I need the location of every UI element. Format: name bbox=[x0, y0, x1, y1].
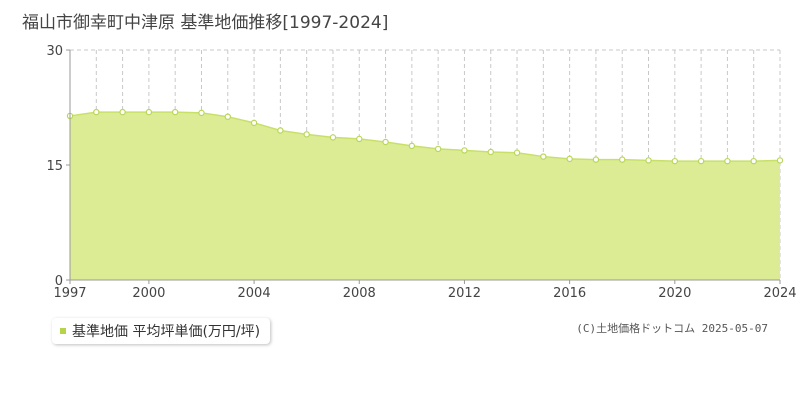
data-point bbox=[776, 157, 784, 164]
data-point bbox=[382, 138, 389, 146]
x-tick-label: 2020 bbox=[658, 286, 691, 301]
data-point bbox=[93, 108, 100, 116]
x-tick-label: 2004 bbox=[238, 286, 271, 301]
data-point bbox=[408, 142, 416, 150]
data-point bbox=[145, 108, 153, 116]
x-tick-label: 2012 bbox=[448, 286, 481, 301]
data-point bbox=[224, 113, 231, 120]
data-point bbox=[277, 127, 284, 134]
x-tick-label: 1997 bbox=[53, 286, 86, 301]
data-point bbox=[250, 119, 258, 127]
data-point bbox=[461, 147, 468, 154]
y-tick-label: 30 bbox=[46, 44, 63, 59]
data-point bbox=[329, 134, 337, 141]
data-point bbox=[619, 156, 626, 163]
data-point bbox=[303, 131, 310, 138]
data-point bbox=[697, 157, 705, 165]
data-point bbox=[513, 149, 521, 156]
copyright-text: (C)土地価格ドットコム 2025-05-07 bbox=[576, 322, 768, 335]
data-point bbox=[171, 108, 179, 116]
data-point bbox=[119, 108, 126, 116]
data-point bbox=[645, 157, 652, 164]
data-point bbox=[566, 155, 573, 163]
data-point bbox=[540, 153, 547, 160]
data-point bbox=[356, 135, 363, 143]
data-point bbox=[724, 157, 731, 165]
chart-title: 福山市御幸町中津原 基準地価推移[1997-2024] bbox=[22, 13, 389, 33]
x-tick-label: 2024 bbox=[763, 286, 796, 301]
x-tick-label: 2008 bbox=[343, 286, 376, 301]
y-tick-label: 15 bbox=[46, 159, 63, 174]
data-point bbox=[592, 156, 600, 163]
legend-swatch bbox=[60, 328, 66, 334]
x-tick-label: 2016 bbox=[553, 286, 586, 301]
legend-label: 基準地価 平均坪単価(万円/坪) bbox=[72, 324, 261, 340]
data-point bbox=[434, 145, 442, 153]
x-tick-label: 2000 bbox=[132, 286, 165, 301]
data-point bbox=[198, 109, 205, 117]
data-point bbox=[487, 148, 494, 156]
series-area bbox=[70, 112, 780, 280]
chart-legend: 基準地価 平均坪単価(万円/坪) bbox=[52, 318, 271, 344]
data-point bbox=[671, 157, 679, 165]
data-point bbox=[750, 157, 757, 165]
series-line bbox=[69, 111, 781, 162]
y-tick-label: 0 bbox=[55, 274, 63, 289]
